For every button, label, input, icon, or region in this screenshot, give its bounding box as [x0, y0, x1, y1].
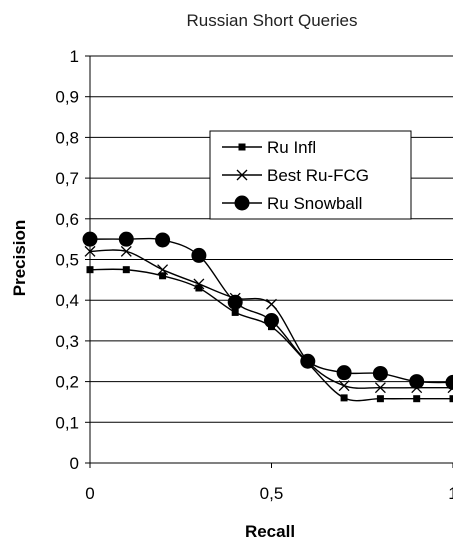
- y-tick-label: 1: [70, 47, 79, 66]
- y-tick-label: 0,5: [55, 251, 79, 270]
- legend-item: Ru Infl: [222, 138, 316, 157]
- y-tick-label: 0,3: [55, 332, 79, 351]
- data-point: [159, 272, 167, 280]
- marker-stroke: [338, 380, 350, 392]
- x-tick-label: 0: [85, 484, 94, 503]
- data-point: [191, 247, 207, 263]
- legend-label: Ru Infl: [267, 138, 316, 157]
- marker-stroke: [236, 169, 248, 181]
- data-point: [413, 395, 421, 403]
- legend-marker: [234, 195, 250, 211]
- data-point: [155, 232, 171, 248]
- axes: [89, 56, 453, 468]
- data-point: [193, 278, 205, 290]
- x-tick-label: 0,5: [260, 484, 284, 503]
- data-point: [338, 380, 350, 392]
- data-point: [195, 284, 203, 292]
- data-point: [157, 264, 169, 276]
- data-point: [340, 394, 348, 402]
- data-point: [231, 308, 239, 316]
- y-tick-labels: 0 0,1 0,2 0,3 0,4 0,5 0,6 0,7 0,8 0,9 1: [55, 47, 79, 473]
- legend-label: Best Ru-FCG: [267, 166, 369, 185]
- grid-lines: [85, 55, 453, 464]
- x-tick-label: 1: [448, 484, 453, 503]
- data-point: [227, 294, 243, 310]
- data-point: [449, 395, 453, 403]
- data-point: [372, 365, 388, 381]
- data-point: [82, 231, 98, 247]
- data-point: [264, 313, 279, 329]
- marker-stroke: [193, 278, 205, 290]
- marker-stroke: [374, 382, 386, 394]
- data-point: [122, 266, 130, 274]
- legend-item: Ru Snowball: [222, 194, 362, 213]
- legend: Ru Infl Best Ru-FCG Ru Snowball: [209, 130, 412, 220]
- data-point: [120, 245, 132, 257]
- data-point: [118, 231, 134, 247]
- marker-stroke: [157, 264, 169, 276]
- y-tick-label: 0: [70, 454, 79, 473]
- y-tick-label: 0,7: [55, 169, 79, 188]
- x-axis-label: Recall: [245, 522, 295, 541]
- chart-title: Russian Short Queries: [186, 11, 357, 30]
- data-point: [84, 245, 96, 257]
- data-point: [300, 353, 316, 369]
- y-tick-label: 0,8: [55, 128, 79, 147]
- y-tick-label: 0,6: [55, 210, 79, 229]
- data-point: [266, 298, 277, 310]
- marker-stroke: [266, 298, 277, 310]
- legend-label: Ru Snowball: [267, 194, 362, 213]
- series-ru-snowball: [82, 231, 453, 390]
- y-tick-label: 0,1: [55, 413, 79, 432]
- series-line: [89, 268, 453, 402]
- data-point: [376, 395, 384, 403]
- y-axis-label: Precision: [10, 220, 29, 297]
- marker-stroke: [84, 245, 96, 257]
- series-group: [82, 231, 453, 403]
- data-point: [86, 266, 94, 274]
- legend-marker: [236, 169, 248, 181]
- marker-stroke: [120, 245, 132, 257]
- x-tick-labels: 00,51: [85, 484, 453, 503]
- marker-stroke: [447, 386, 453, 394]
- data-point: [374, 382, 386, 394]
- legend-marker: [238, 143, 246, 151]
- data-point: [409, 374, 425, 390]
- data-point: [445, 374, 453, 390]
- y-tick-label: 0,2: [55, 373, 79, 392]
- y-tick-label: 0,9: [55, 88, 79, 107]
- legend-item: Best Ru-FCG: [222, 166, 369, 185]
- y-tick-label: 0,4: [55, 291, 79, 310]
- data-point: [336, 365, 352, 381]
